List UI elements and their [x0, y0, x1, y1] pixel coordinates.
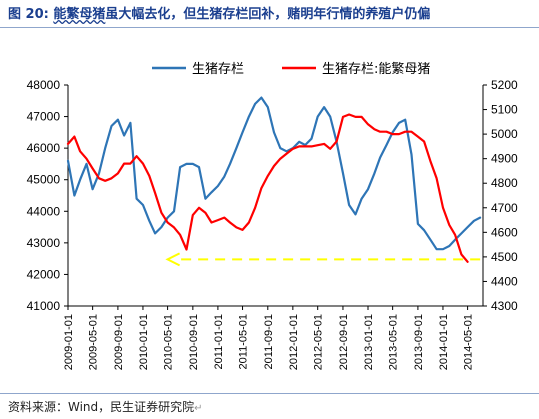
x-tick-label: 2011-09-01	[263, 314, 275, 369]
x-tick-label: 2010-09-01	[188, 314, 200, 370]
x-tick-label: 2014-01-01	[438, 314, 450, 370]
right-tick-label: 4500	[491, 250, 518, 264]
x-tick-label: 2012-05-01	[313, 314, 325, 370]
legend-label-2: 生猪存栏:能繁母猪	[322, 61, 430, 77]
right-tick-label: 4600	[491, 225, 518, 239]
x-tick-label: 2012-09-01	[338, 314, 350, 370]
x-tick-label: 2011-01-01	[213, 314, 225, 369]
left-tick-label: 44000	[27, 204, 61, 218]
left-tick-label: 43000	[27, 236, 61, 250]
right-tick-label: 5200	[491, 78, 518, 92]
source-note: 资料来源：Wind，民生证券研究院↵	[8, 398, 203, 415]
x-tick-label: 2010-01-01	[138, 314, 150, 370]
annotation-arrowhead	[165, 252, 181, 267]
right-tick-label: 4900	[491, 152, 518, 166]
right-tick-label: 4700	[491, 201, 518, 215]
left-tick-label: 47000	[27, 110, 61, 124]
right-tick-label: 5000	[491, 127, 518, 141]
figure-number: 图 20:	[8, 7, 49, 22]
x-tick-label: 2009-01-01	[63, 314, 75, 370]
left-tick-label: 45000	[27, 173, 61, 187]
left-tick-label: 42000	[27, 267, 61, 281]
source-text: 资料来源：Wind，民生证券研究院	[8, 400, 195, 414]
source-divider	[0, 393, 539, 394]
title-underlined-term: 能繁母猪	[53, 7, 106, 22]
legend: 生猪存栏 生猪存栏:能繁母猪	[152, 61, 430, 77]
x-tick-label: 2010-05-01	[163, 314, 175, 370]
right-tick-label: 4800	[491, 176, 518, 190]
x-tick-label: 2009-09-01	[113, 314, 125, 370]
x-tick-label: 2014-05-01	[463, 314, 475, 370]
right-tick-label: 4400	[491, 274, 518, 288]
left-tick-label: 48000	[27, 78, 61, 92]
x-tick-label: 2013-09-01	[413, 314, 425, 370]
series-line-1	[66, 96, 482, 251]
title-divider	[0, 27, 539, 28]
x-tick-label: 2013-01-01	[363, 314, 375, 370]
return-mark: ↵	[194, 403, 203, 414]
x-tick-label: 2012-01-01	[288, 314, 300, 370]
right-tick-label: 4300	[491, 299, 518, 313]
left-tick-label: 41000	[27, 299, 61, 313]
legend-label-1: 生猪存栏	[192, 62, 244, 77]
figure-title: 图 20: 能繁母猪虽大幅去化，但生猪存栏回补，赌明年行情的养殖户仍偏	[8, 4, 531, 26]
title-text: 虽大幅去化，但生猪存栏回补，赌明年行情的养殖户仍偏	[105, 7, 431, 22]
series-line-2	[66, 113, 469, 263]
x-tick-label: 2009-05-01	[88, 314, 100, 370]
x-tick-label: 2013-05-01	[388, 314, 400, 370]
left-tick-label: 46000	[27, 141, 61, 155]
right-tick-label: 5100	[491, 103, 518, 117]
dual-axis-line-chart: 41000 42000 43000 44000 45000 46000 47000 48000…	[27, 61, 518, 370]
x-tick-label: 2011-05-01	[238, 314, 250, 369]
